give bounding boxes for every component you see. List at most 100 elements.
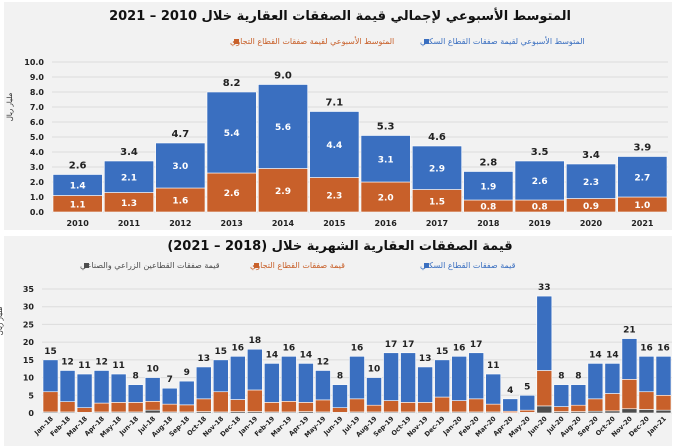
total-label: 4 — [507, 386, 513, 396]
total-label: 4.7 — [171, 129, 189, 140]
y-axis-label: مليار ريال — [0, 307, 4, 336]
legend-label: قيمة صفقات القطاع التجاري — [250, 261, 345, 270]
chart-title: المتوسط الأسبوعي لإجمالي قيمة الصفقات ال… — [109, 7, 571, 24]
bar-segment — [617, 156, 668, 198]
bar-value-label: 2.1 — [121, 173, 137, 183]
bar-segment — [281, 356, 297, 402]
bar-segment — [93, 402, 110, 413]
bar-segment — [463, 171, 514, 201]
bar-segment — [52, 174, 103, 196]
bar-value-label: 0.9 — [583, 202, 599, 212]
legend-swatch — [84, 263, 89, 268]
total-label: 12 — [95, 357, 108, 367]
bar-segment — [212, 359, 229, 393]
total-label: 4.6 — [428, 132, 446, 143]
x-tick-label: 2011 — [118, 219, 141, 228]
bar-segment — [195, 398, 212, 412]
bar-value-label: 2.3 — [326, 191, 342, 201]
y-tick-label: 6.0 — [30, 118, 45, 127]
bar-segment — [451, 356, 467, 401]
bar-segment — [298, 363, 314, 403]
bar-segment — [212, 391, 229, 413]
total-label: 14 — [589, 350, 602, 360]
chart-title: قيمة الصفقات العقارية الشهرية خلال (2018… — [167, 239, 512, 254]
y-tick-label: 25 — [23, 320, 35, 329]
total-label: 12 — [61, 357, 74, 367]
total-label: 16 — [657, 343, 670, 353]
bar-segment — [383, 352, 399, 401]
bar-segment — [587, 398, 604, 412]
legend-swatch — [254, 263, 259, 268]
bar-segment — [434, 359, 450, 398]
bar-segment — [144, 401, 161, 411]
bar-value-label: 0.8 — [532, 203, 548, 213]
total-label: 7 — [167, 375, 173, 385]
y-tick-label: 8.0 — [30, 88, 45, 97]
legend-swatch — [424, 39, 429, 44]
bar-segment — [93, 370, 110, 404]
bar-segment — [332, 384, 348, 408]
total-label: 3.4 — [120, 147, 138, 158]
bar-value-label: 1.1 — [70, 200, 86, 210]
bar-segment — [502, 398, 519, 412]
total-label: 12 — [317, 357, 330, 367]
bar-value-label: 1.4 — [70, 182, 86, 192]
bar-segment — [366, 377, 382, 406]
y-tick-label: 5.0 — [30, 133, 45, 142]
total-label: 33 — [538, 283, 551, 293]
bar-segment — [195, 366, 212, 400]
x-tick-label: 2013 — [221, 219, 243, 228]
bar-value-label: 2.9 — [429, 164, 445, 174]
bar-value-label: 1.3 — [121, 199, 137, 209]
bar-segment — [536, 295, 553, 371]
bar-segment — [206, 172, 257, 213]
bar-segment — [400, 402, 416, 413]
bar-segment — [655, 409, 672, 414]
bar-segment — [59, 370, 76, 402]
x-tick-label: 2019 — [529, 219, 552, 228]
bar-segment — [258, 84, 308, 169]
total-label: 15 — [436, 347, 449, 357]
bar-segment — [536, 405, 553, 414]
bar-segment — [570, 404, 587, 412]
bar-segment — [570, 384, 587, 406]
total-label: 15 — [44, 347, 57, 357]
bar-segment — [655, 356, 672, 396]
bar-segment — [604, 393, 621, 412]
bar-segment — [536, 370, 553, 407]
bar-segment — [638, 409, 655, 414]
bar-segment — [309, 177, 360, 213]
bar-segment — [110, 373, 127, 403]
bar-segment — [604, 363, 621, 394]
bar-segment — [519, 409, 536, 413]
x-tick-label: 2012 — [169, 219, 191, 228]
bar-segment — [417, 366, 433, 403]
total-label: 9 — [184, 368, 190, 378]
x-tick-label: 2016 — [375, 219, 398, 228]
bar-segment — [451, 400, 467, 413]
bar-value-label: 1.0 — [634, 201, 650, 211]
y-tick-label: 20 — [23, 338, 35, 347]
bar-segment — [349, 398, 365, 413]
bar-value-label: 2.3 — [583, 178, 599, 188]
bar-segment — [383, 400, 399, 413]
bar-segment — [247, 348, 263, 391]
bar-value-label: 3.1 — [378, 155, 394, 165]
bar-segment — [155, 142, 206, 189]
y-tick-label: 2.0 — [30, 178, 45, 187]
bar-segment — [264, 363, 280, 403]
bar-value-label: 2.6 — [532, 177, 548, 187]
total-label: 3.5 — [531, 147, 549, 158]
bar-value-label: 5.4 — [224, 129, 240, 139]
y-tick-label: 35 — [23, 285, 35, 294]
bar-segment — [42, 391, 59, 413]
total-label: 3.4 — [582, 150, 600, 161]
bar-segment — [621, 379, 638, 410]
total-label: 16 — [232, 343, 245, 353]
bar-segment — [110, 402, 127, 413]
bar-segment — [264, 402, 280, 413]
bar-segment — [468, 398, 485, 413]
bar-segment — [161, 403, 178, 413]
bar-segment — [281, 401, 297, 413]
total-label: 21 — [623, 326, 636, 336]
